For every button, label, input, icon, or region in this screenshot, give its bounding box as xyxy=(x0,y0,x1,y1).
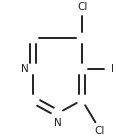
Text: N: N xyxy=(54,118,61,128)
Text: Cl: Cl xyxy=(95,126,105,136)
Text: Cl: Cl xyxy=(77,2,87,12)
Text: N: N xyxy=(21,64,29,74)
Text: I: I xyxy=(111,64,113,74)
